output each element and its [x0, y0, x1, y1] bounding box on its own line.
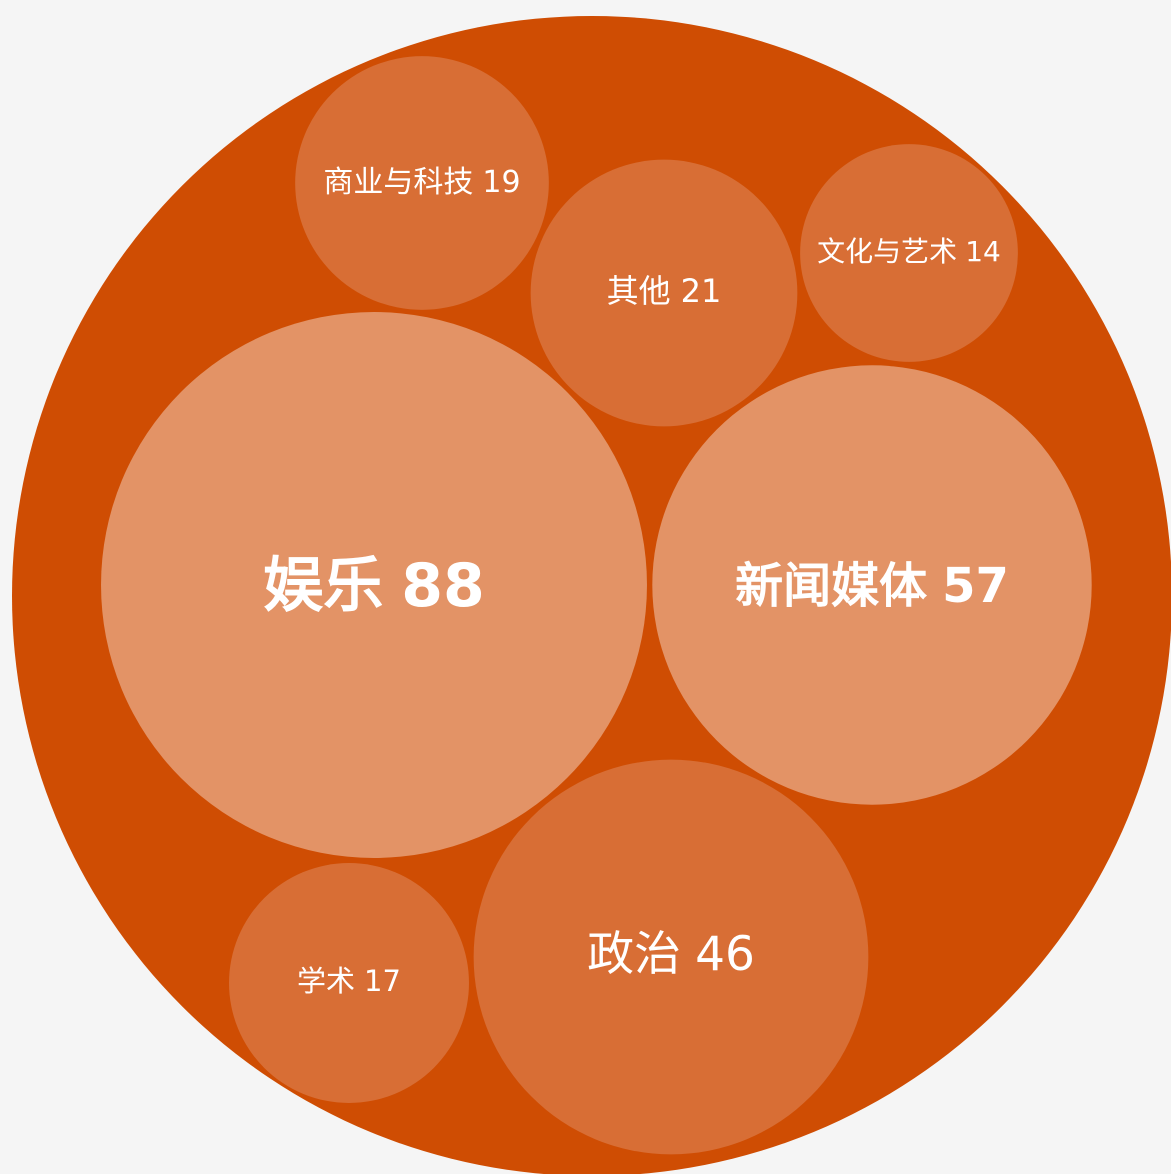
bubble	[229, 863, 469, 1103]
category-label: 其他	[607, 272, 671, 310]
bubble	[800, 144, 1018, 362]
category-label: 商业与科技	[323, 165, 473, 200]
bubble-label: 其他 21	[607, 272, 722, 310]
value-label: 46	[695, 927, 755, 982]
bubble-label: 政治 46	[587, 927, 755, 982]
value-label: 19	[482, 165, 520, 200]
value-label: 17	[364, 964, 401, 998]
bubble-label: 商业与科技 19	[323, 165, 520, 200]
bubble	[652, 365, 1092, 805]
category-label: 娱乐	[263, 551, 383, 621]
bubble-label: 学术 17	[297, 964, 401, 998]
bubble-label: 娱乐 88	[263, 551, 485, 621]
category-label: 政治	[587, 927, 681, 982]
value-label: 57	[942, 558, 1009, 614]
bubble	[473, 759, 869, 1155]
value-label: 21	[681, 272, 722, 310]
value-label: 88	[401, 551, 485, 621]
bubble	[530, 159, 798, 427]
bubble	[295, 56, 549, 310]
bubble	[101, 312, 647, 858]
category-label: 学术	[297, 964, 355, 998]
bubble-label: 文化与艺术 14	[817, 235, 1001, 268]
category-label: 文化与艺术	[817, 235, 957, 268]
category-label: 新闻媒体	[735, 558, 927, 614]
value-label: 14	[965, 235, 1001, 268]
bubble-label: 新闻媒体 57	[735, 558, 1009, 614]
